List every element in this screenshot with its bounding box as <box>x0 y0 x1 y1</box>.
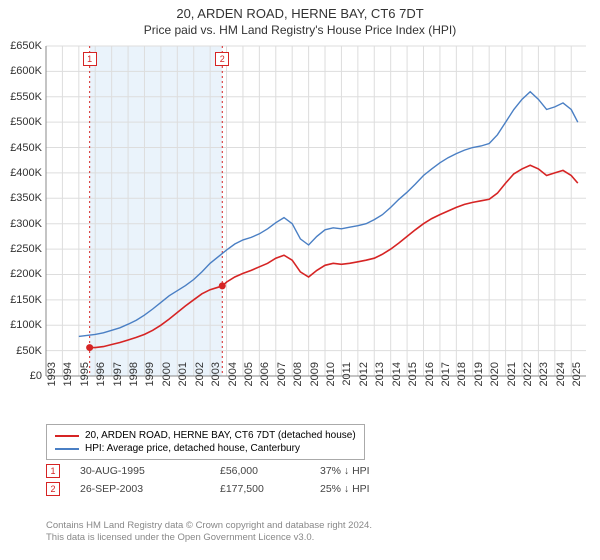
x-tick-label: 2013 <box>374 362 386 402</box>
y-tick-label: £150K <box>0 294 42 306</box>
legend-label: 20, ARDEN ROAD, HERNE BAY, CT6 7DT (deta… <box>85 430 356 441</box>
x-tick-label: 1994 <box>62 362 74 402</box>
legend-swatch <box>55 435 79 437</box>
transaction-price: £56,000 <box>220 465 300 477</box>
y-tick-label: £0 <box>0 370 42 382</box>
transaction-marker: 2 <box>46 482 60 496</box>
transaction-row: 2 26-SEP-2003 £177,500 25% ↓ HPI <box>46 480 420 498</box>
x-tick-label: 2008 <box>292 362 304 402</box>
x-tick-label: 2018 <box>456 362 468 402</box>
x-tick-label: 2022 <box>522 362 534 402</box>
x-tick-label: 2010 <box>325 362 337 402</box>
y-tick-label: £650K <box>0 40 42 52</box>
footnote-line2: This data is licensed under the Open Gov… <box>46 532 372 544</box>
legend-label: HPI: Average price, detached house, Cant… <box>85 443 300 454</box>
y-tick-label: £400K <box>0 167 42 179</box>
legend-swatch <box>55 448 79 450</box>
x-tick-label: 2001 <box>177 362 189 402</box>
marker-box: 2 <box>215 52 229 66</box>
x-tick-label: 1995 <box>79 362 91 402</box>
x-tick-label: 2023 <box>538 362 550 402</box>
x-tick-label: 2016 <box>424 362 436 402</box>
transaction-row: 1 30-AUG-1995 £56,000 37% ↓ HPI <box>46 462 420 480</box>
legend-item: 20, ARDEN ROAD, HERNE BAY, CT6 7DT (deta… <box>55 429 356 442</box>
x-tick-label: 2025 <box>571 362 583 402</box>
x-tick-label: 2005 <box>243 362 255 402</box>
x-tick-label: 2019 <box>473 362 485 402</box>
x-tick-label: 2004 <box>227 362 239 402</box>
x-tick-label: 2020 <box>489 362 501 402</box>
x-tick-label: 2011 <box>341 362 353 402</box>
legend-item: HPI: Average price, detached house, Cant… <box>55 442 356 455</box>
chart-container: 20, ARDEN ROAD, HERNE BAY, CT6 7DT Price… <box>0 0 600 560</box>
x-tick-label: 1996 <box>95 362 107 402</box>
transaction-vs-hpi: 37% ↓ HPI <box>320 465 420 477</box>
y-tick-label: £600K <box>0 65 42 77</box>
x-tick-label: 2006 <box>259 362 271 402</box>
x-tick-label: 2017 <box>440 362 452 402</box>
x-tick-label: 2003 <box>210 362 222 402</box>
x-tick-label: 2014 <box>391 362 403 402</box>
y-tick-label: £350K <box>0 192 42 204</box>
y-tick-label: £100K <box>0 319 42 331</box>
marker-box: 1 <box>83 52 97 66</box>
x-tick-label: 1993 <box>46 362 58 402</box>
footnote: Contains HM Land Registry data © Crown c… <box>46 520 372 545</box>
y-tick-label: £300K <box>0 218 42 230</box>
footnote-line1: Contains HM Land Registry data © Crown c… <box>46 520 372 532</box>
transaction-price: £177,500 <box>220 483 300 495</box>
transaction-date: 30-AUG-1995 <box>80 465 200 477</box>
x-tick-label: 2024 <box>555 362 567 402</box>
transaction-date: 26-SEP-2003 <box>80 483 200 495</box>
y-tick-label: £450K <box>0 142 42 154</box>
x-tick-label: 2009 <box>309 362 321 402</box>
x-tick-label: 2021 <box>506 362 518 402</box>
legend: 20, ARDEN ROAD, HERNE BAY, CT6 7DT (deta… <box>46 424 365 460</box>
y-tick-label: £250K <box>0 243 42 255</box>
y-tick-label: £200K <box>0 268 42 280</box>
x-tick-label: 1997 <box>112 362 124 402</box>
x-tick-label: 1998 <box>128 362 140 402</box>
x-tick-label: 2002 <box>194 362 206 402</box>
y-tick-label: £500K <box>0 116 42 128</box>
transaction-rows: 1 30-AUG-1995 £56,000 37% ↓ HPI 2 26-SEP-2003… <box>46 462 420 498</box>
x-tick-label: 2007 <box>276 362 288 402</box>
transaction-marker: 1 <box>46 464 60 478</box>
x-tick-label: 2000 <box>161 362 173 402</box>
x-tick-label: 2012 <box>358 362 370 402</box>
y-tick-label: £550K <box>0 91 42 103</box>
x-tick-label: 1999 <box>144 362 156 402</box>
transaction-vs-hpi: 25% ↓ HPI <box>320 483 420 495</box>
y-tick-label: £50K <box>0 345 42 357</box>
x-tick-label: 2015 <box>407 362 419 402</box>
